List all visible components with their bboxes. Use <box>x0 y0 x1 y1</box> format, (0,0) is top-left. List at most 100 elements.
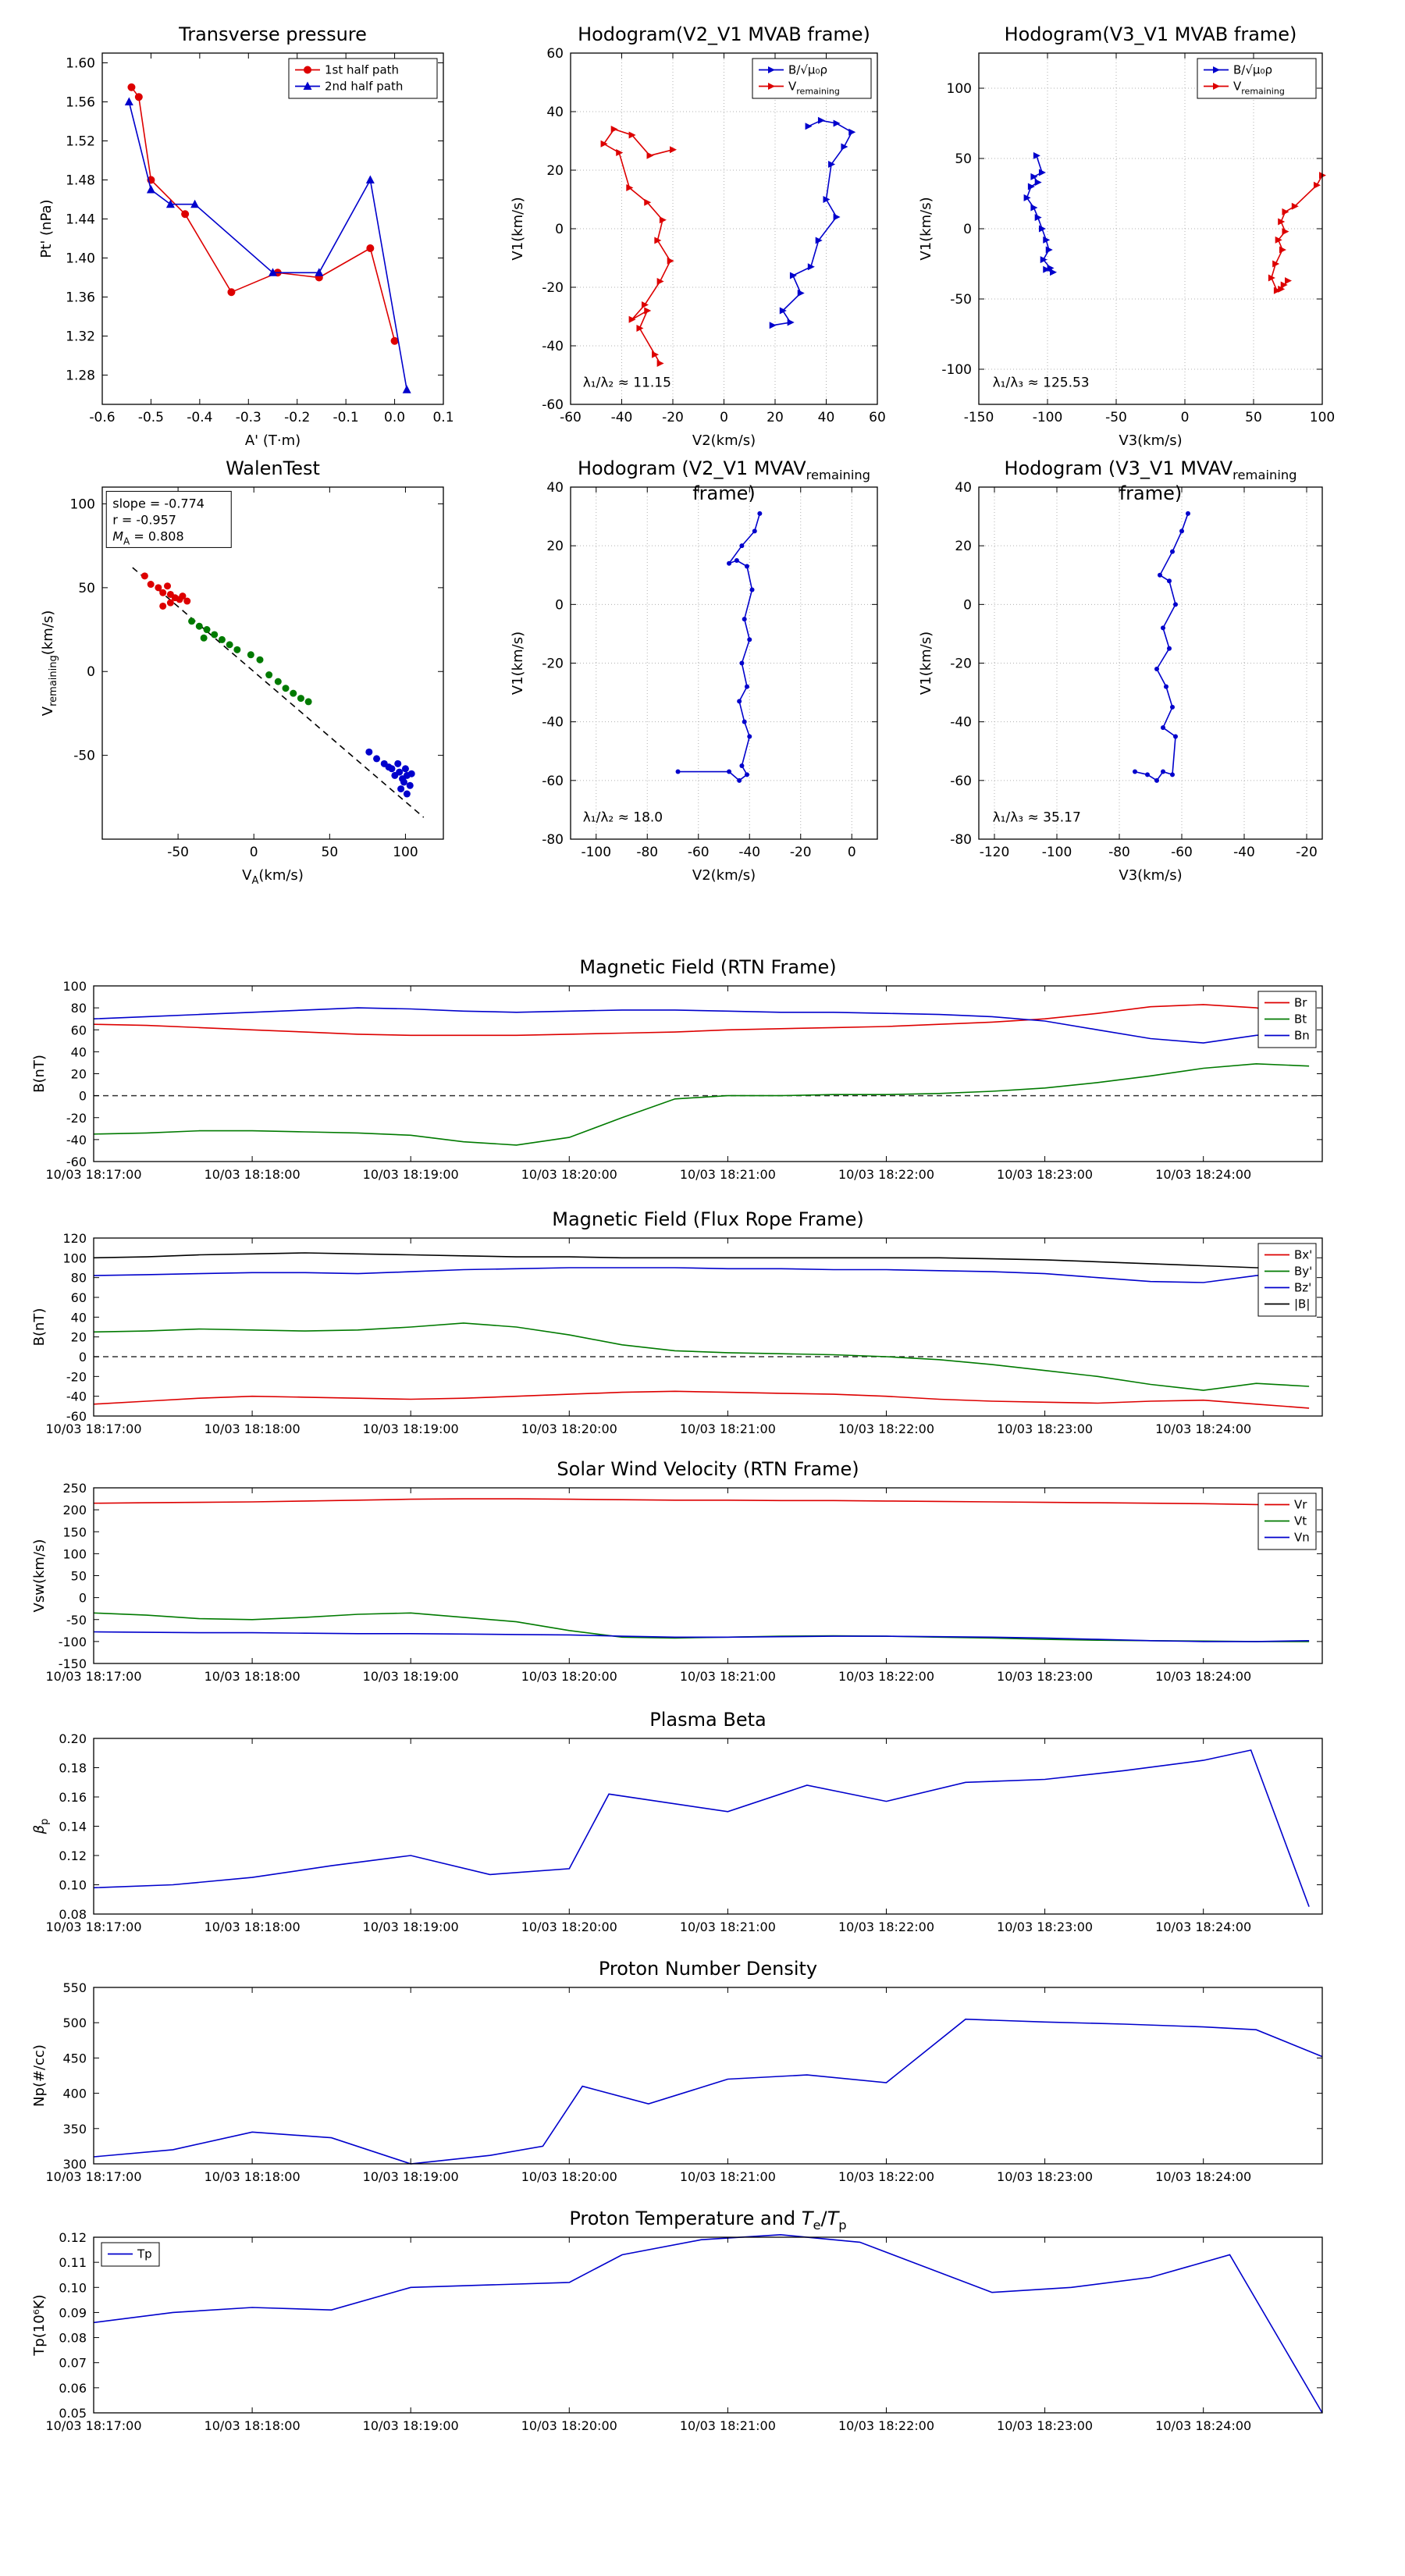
legend-label: 1st half path <box>325 63 399 77</box>
x-tick-label: 10/03 18:17:00 <box>45 1421 141 1436</box>
y-tick-label: 450 <box>62 2051 87 2065</box>
series-Np <box>93 2018 1323 2165</box>
x-tick-label: -20 <box>790 845 812 860</box>
x-tick-label: -50 <box>1105 410 1127 425</box>
y-tick-label: 0.08 <box>59 2331 87 2346</box>
x-tick-label: 10/03 18:24:00 <box>1155 2418 1251 2433</box>
y-tick-label: 0 <box>555 597 564 613</box>
plot-hodogram_v2v1_mvav: -100 -80 -60 -40 -20 0 -80 -60 -40 -20 0 20 40 V2(km/… <box>510 480 878 884</box>
x-tick-label: 10/03 18:20:00 <box>521 1421 617 1436</box>
series-hodogram-path <box>1133 511 1190 783</box>
y-axis-label: B(nT) <box>31 1055 48 1093</box>
y-tick-label: 1.48 <box>66 173 95 189</box>
x-tick-label: -0.2 <box>284 410 310 425</box>
legend-label: Vt <box>1294 1514 1307 1528</box>
y-tick-label: -50 <box>950 292 972 308</box>
x-tick-label: -0.1 <box>333 410 359 425</box>
y-axis-label: V1(km/s) <box>918 632 934 695</box>
y-tick-label: 100 <box>70 496 95 512</box>
y-tick-label: 50 <box>71 1569 87 1584</box>
x-tick-label: 10/03 18:20:00 <box>521 2418 617 2433</box>
y-tick-label: -60 <box>66 1155 87 1169</box>
plot-transverse_pressure: -0.6 -0.5 -0.4 -0.3 -0.2 -0.1 0.0 0.1 1.28 1.32 1.… <box>38 52 454 449</box>
legend-label: Br <box>1294 996 1307 1010</box>
x-tick-label: -60 <box>1171 845 1193 860</box>
plot-vsw_rtn: 10/03 18:17:00 10/03 18:18:00 10/03 18:19:… <box>31 1481 1323 1684</box>
x-tick-label: 10/03 18:20:00 <box>521 1920 617 1934</box>
y-tick-label: -40 <box>66 1389 87 1404</box>
x-tick-label: -40 <box>611 410 633 425</box>
y-tick-label: 0 <box>87 664 95 680</box>
y-tick-label: -20 <box>542 280 564 296</box>
axes-frame <box>93 1237 1323 1417</box>
x-tick-label: 10/03 18:23:00 <box>997 1669 1093 1684</box>
x-tick-label: 10/03 18:19:00 <box>363 1421 459 1436</box>
series-By-prime <box>93 1322 1310 1391</box>
annotation-text: MA = 0.808 <box>112 528 183 546</box>
x-tick-label: 10/03 18:19:00 <box>363 2418 459 2433</box>
series-B-magnitude <box>93 1252 1310 1271</box>
series-v-remaining <box>600 126 677 367</box>
tick-labels: -100 -80 -60 -40 -20 0 -80 -60 -40 -20 0 20 40 <box>542 480 855 860</box>
x-tick-label: 0.1 <box>432 410 454 425</box>
y-tick-label: 0.12 <box>59 1848 87 1863</box>
plot-title-mag-flux-rope: Magnetic Field (Flux Rope Frame) <box>552 1208 864 1230</box>
annotation-text: λ₁/λ₂ ≈ 11.15 <box>583 375 671 391</box>
x-tick-label: -50 <box>167 845 189 860</box>
y-axis-label: Vremaining(km/s) <box>40 610 59 716</box>
x-tick-label: -120 <box>980 845 1010 860</box>
gridlines <box>979 487 1322 839</box>
x-tick-label: 10/03 18:22:00 <box>838 2418 934 2433</box>
y-tick-label: 1.44 <box>66 212 95 228</box>
y-tick-label: 0.18 <box>59 1761 87 1776</box>
y-tick-label: 400 <box>62 2087 87 2101</box>
y-tick-label: 60 <box>546 46 564 62</box>
x-tick-label: 10/03 18:17:00 <box>45 2169 141 2184</box>
tick-labels: -50 0 50 100 -50 0 50 100 <box>70 496 418 860</box>
series-v-remaining <box>1268 172 1326 294</box>
y-tick-label: -40 <box>542 715 564 731</box>
x-tick-label: -60 <box>560 410 582 425</box>
x-tick-label: 10/03 18:22:00 <box>838 1920 934 1934</box>
x-tick-label: 10/03 18:19:00 <box>363 1669 459 1684</box>
x-tick-label: 10/03 18:22:00 <box>838 1421 934 1436</box>
series-b-over-sqrt-mu0rho <box>769 116 856 329</box>
x-tick-label: 10/03 18:17:00 <box>45 1167 141 1182</box>
y-tick-label: -40 <box>542 339 564 354</box>
y-tick-label: 20 <box>955 539 972 554</box>
legend-label: Bn <box>1294 1029 1310 1043</box>
x-tick-label: 10/03 18:19:00 <box>363 1920 459 1934</box>
x-tick-label: -100 <box>581 845 611 860</box>
y-tick-label: 350 <box>62 2122 87 2137</box>
legend-label: Vr <box>1294 1498 1307 1512</box>
y-tick-label: 40 <box>71 1310 87 1325</box>
y-tick-label: 1.56 <box>66 95 95 111</box>
y-tick-label: -60 <box>950 774 972 789</box>
x-tick-label: -80 <box>636 845 658 860</box>
y-tick-label: 250 <box>62 1481 87 1496</box>
y-tick-label: 80 <box>71 1001 87 1016</box>
x-tick-label: 10/03 18:18:00 <box>205 2418 301 2433</box>
x-tick-label: 0.0 <box>384 410 405 425</box>
x-tick-label: 10/03 18:18:00 <box>205 2169 301 2184</box>
y-tick-label: 0 <box>79 1591 87 1606</box>
y-tick-label: 60 <box>71 1023 87 1037</box>
x-tick-label: 10/03 18:23:00 <box>997 1920 1093 1934</box>
x-tick-label: 10/03 18:22:00 <box>838 1167 934 1182</box>
legend: Br Bt Bn <box>1257 991 1317 1048</box>
x-tick-label: 10/03 18:18:00 <box>205 1421 301 1436</box>
gridlines <box>571 487 877 839</box>
y-tick-label: -80 <box>542 832 564 848</box>
y-tick-label: 1.28 <box>66 368 95 384</box>
y-tick-label: 40 <box>955 480 972 496</box>
plot-title-hodogram-v3v1-mvav: Hodogram (V3_V1 MVAVremaining frame) <box>1004 457 1297 504</box>
legend-label: Vremaining <box>1233 80 1285 97</box>
x-tick-label: 10/03 18:18:00 <box>205 1167 301 1182</box>
annotation-text: slope = -0.774 <box>112 496 205 511</box>
y-tick-label: 500 <box>62 2016 87 2030</box>
legend-label: B/√μ₀ρ <box>788 63 827 77</box>
x-axis-label: V2(km/s) <box>692 867 756 884</box>
x-tick-label: 10/03 18:19:00 <box>363 1167 459 1182</box>
y-tick-label: -40 <box>66 1133 87 1147</box>
y-tick-label: 50 <box>78 581 95 596</box>
